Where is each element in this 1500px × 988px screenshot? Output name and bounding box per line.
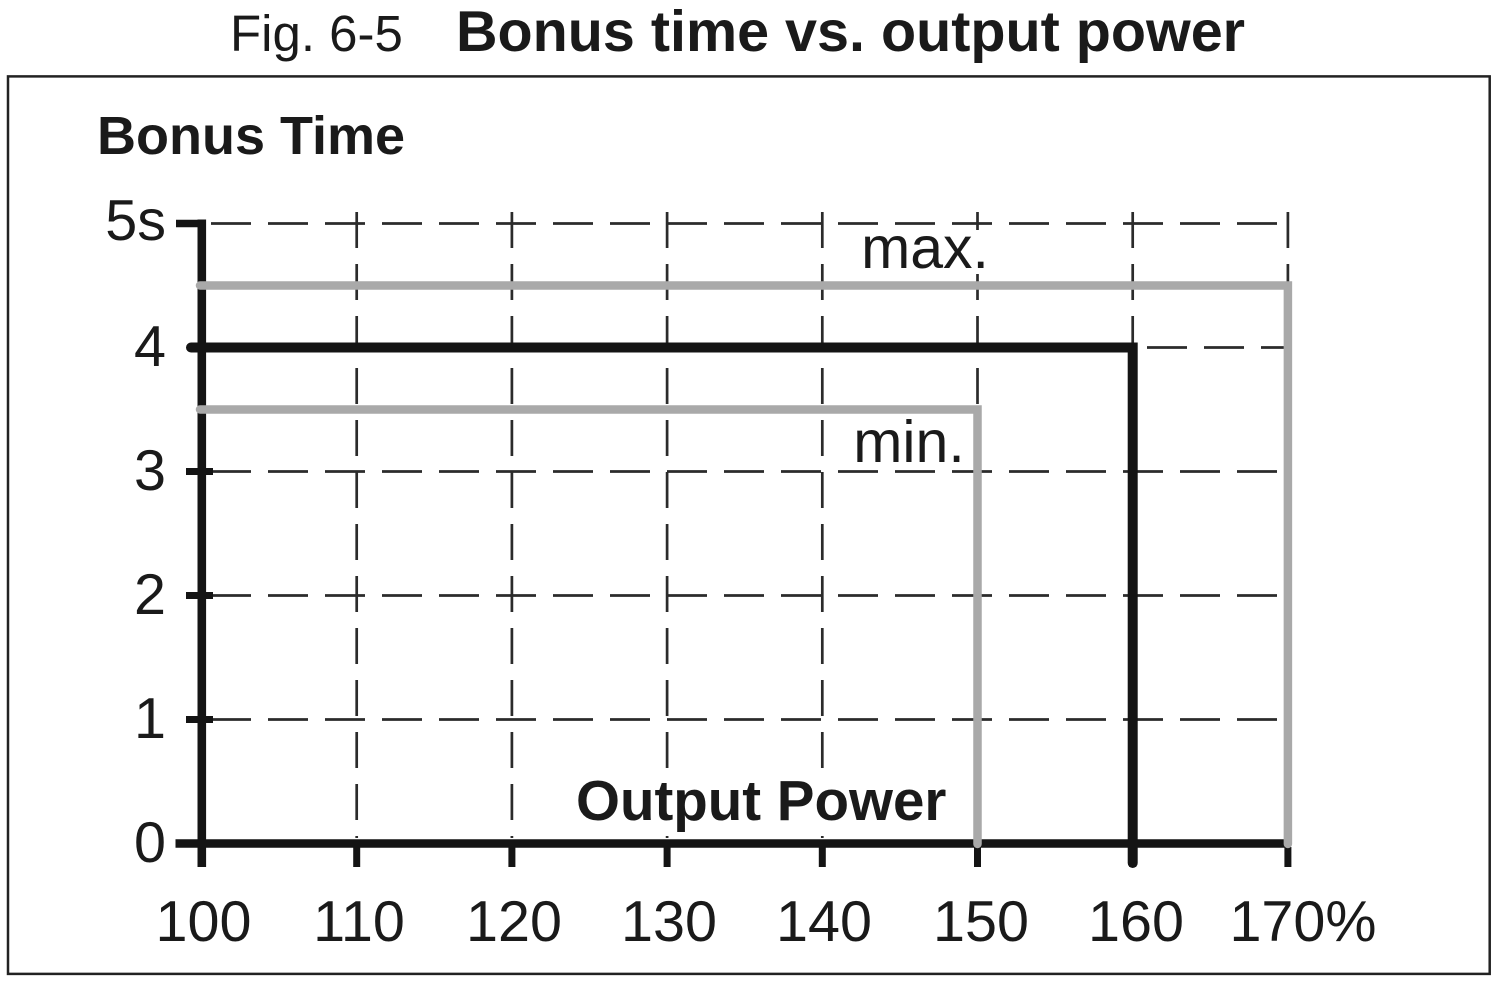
svg-text:3: 3 (134, 439, 166, 503)
svg-text:130: 130 (621, 890, 717, 954)
svg-text:Bonus Time: Bonus Time (97, 106, 405, 166)
svg-text:120: 120 (466, 890, 562, 954)
svg-text:140: 140 (776, 890, 872, 954)
svg-text:5s: 5s (105, 189, 166, 253)
svg-text:4: 4 (134, 315, 166, 379)
svg-text:170%: 170% (1229, 890, 1376, 954)
svg-text:Bonus time vs. output power: Bonus time vs. output power (456, 0, 1245, 64)
svg-text:100: 100 (156, 890, 252, 954)
svg-text:Output Power: Output Power (576, 769, 946, 832)
svg-text:0: 0 (134, 811, 166, 875)
svg-text:1: 1 (134, 687, 166, 751)
svg-text:max.: max. (861, 215, 989, 281)
svg-text:2: 2 (134, 563, 166, 627)
svg-text:110: 110 (313, 890, 405, 954)
svg-text:160: 160 (1088, 890, 1184, 954)
svg-text:min.: min. (853, 409, 964, 475)
svg-text:Fig. 6-5: Fig. 6-5 (230, 5, 403, 62)
svg-text:150: 150 (933, 890, 1029, 954)
